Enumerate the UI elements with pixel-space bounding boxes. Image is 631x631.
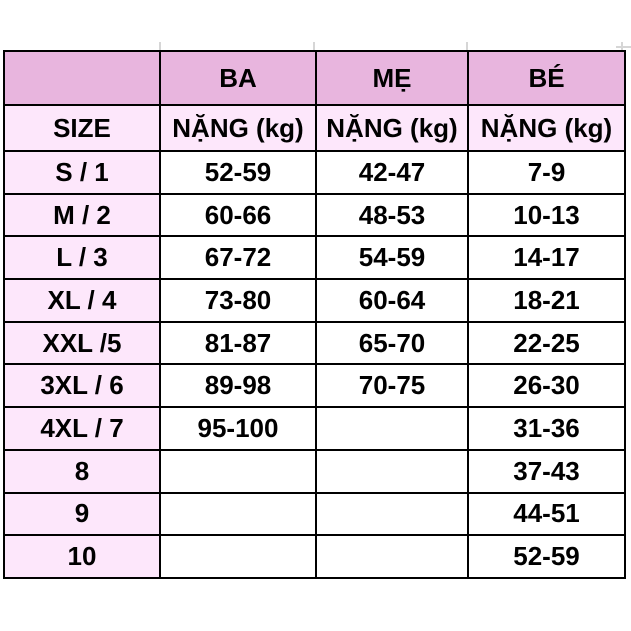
size-label-cell: M / 2: [3, 192, 161, 238]
table-row: M / 2 60-66 48-53 10-13: [3, 192, 626, 238]
weight-cell-me: 70-75: [315, 363, 469, 409]
table-row: S / 1 52-59 42-47 7-9: [3, 150, 626, 195]
spreadsheet-gridline-horizontal: [616, 46, 631, 48]
spreadsheet-gridline-tick: [313, 42, 315, 51]
table-header-row: BA MẸ BÉ: [3, 50, 626, 106]
table-row: 4XL / 7 95-100 31-36: [3, 406, 626, 451]
unit-cell-me: NẶNG (kg): [315, 104, 469, 152]
weight-cell-ba: [159, 491, 317, 537]
size-label-cell: 9: [3, 491, 161, 537]
size-label-cell: XL / 4: [3, 278, 161, 323]
weight-cell-me: [315, 406, 469, 451]
col-header-me: MẸ: [315, 50, 469, 106]
weight-cell-me: 60-64: [315, 278, 469, 323]
spreadsheet-gridline-tick: [159, 42, 161, 51]
table-row: XL / 4 73-80 60-64 18-21: [3, 278, 626, 323]
weight-cell-me: [315, 448, 469, 494]
weight-cell-me: 54-59: [315, 235, 469, 281]
weight-cell-ba: 89-98: [159, 363, 317, 409]
weight-cell-be: 18-21: [467, 278, 626, 323]
weight-cell-be: 7-9: [467, 150, 626, 195]
weight-cell-be: 14-17: [467, 235, 626, 281]
table-row: 9 44-51: [3, 491, 626, 537]
weight-cell-ba: [159, 534, 317, 579]
table-row: 8 37-43: [3, 448, 626, 494]
weight-cell-be: 31-36: [467, 406, 626, 451]
unit-cell-be: NẶNG (kg): [467, 104, 626, 152]
spreadsheet-gridline-tick: [621, 42, 623, 51]
corner-cell: [3, 50, 161, 106]
weight-cell-be: 10-13: [467, 192, 626, 238]
weight-cell-ba: [159, 448, 317, 494]
size-label-cell: XXL /5: [3, 320, 161, 366]
weight-cell-be: 37-43: [467, 448, 626, 494]
spreadsheet-gridline-tick: [466, 42, 468, 51]
table-row: XXL /5 81-87 65-70 22-25: [3, 320, 626, 366]
weight-cell-me: [315, 534, 469, 579]
size-label-cell: L / 3: [3, 235, 161, 281]
col-header-ba: BA: [159, 50, 317, 106]
weight-cell-ba: 73-80: [159, 278, 317, 323]
size-label-cell: 8: [3, 448, 161, 494]
weight-cell-me: 65-70: [315, 320, 469, 366]
table-subheader-row: SIZE NẶNG (kg) NẶNG (kg) NẶNG (kg): [3, 104, 626, 152]
weight-cell-be: 44-51: [467, 491, 626, 537]
size-label-cell: 3XL / 6: [3, 363, 161, 409]
weight-cell-ba: 95-100: [159, 406, 317, 451]
table-row: 3XL / 6 89-98 70-75 26-30: [3, 363, 626, 409]
size-label-cell: S / 1: [3, 150, 161, 195]
size-label-cell: 10: [3, 534, 161, 579]
weight-cell-me: 48-53: [315, 192, 469, 238]
col-header-be: BÉ: [467, 50, 626, 106]
weight-cell-be: 52-59: [467, 534, 626, 579]
weight-cell-me: [315, 491, 469, 537]
weight-cell-ba: 67-72: [159, 235, 317, 281]
weight-cell-ba: 52-59: [159, 150, 317, 195]
weight-cell-me: 42-47: [315, 150, 469, 195]
unit-cell-ba: NẶNG (kg): [159, 104, 317, 152]
weight-cell-be: 22-25: [467, 320, 626, 366]
weight-cell-ba: 81-87: [159, 320, 317, 366]
table-row: L / 3 67-72 54-59 14-17: [3, 235, 626, 281]
weight-cell-be: 26-30: [467, 363, 626, 409]
size-column-header: SIZE: [3, 104, 161, 152]
table-row: 10 52-59: [3, 534, 626, 579]
size-label-cell: 4XL / 7: [3, 406, 161, 451]
size-chart-table: BA MẸ BÉ SIZE NẶNG (kg) NẶNG (kg) NẶNG (…: [3, 50, 626, 579]
weight-cell-ba: 60-66: [159, 192, 317, 238]
